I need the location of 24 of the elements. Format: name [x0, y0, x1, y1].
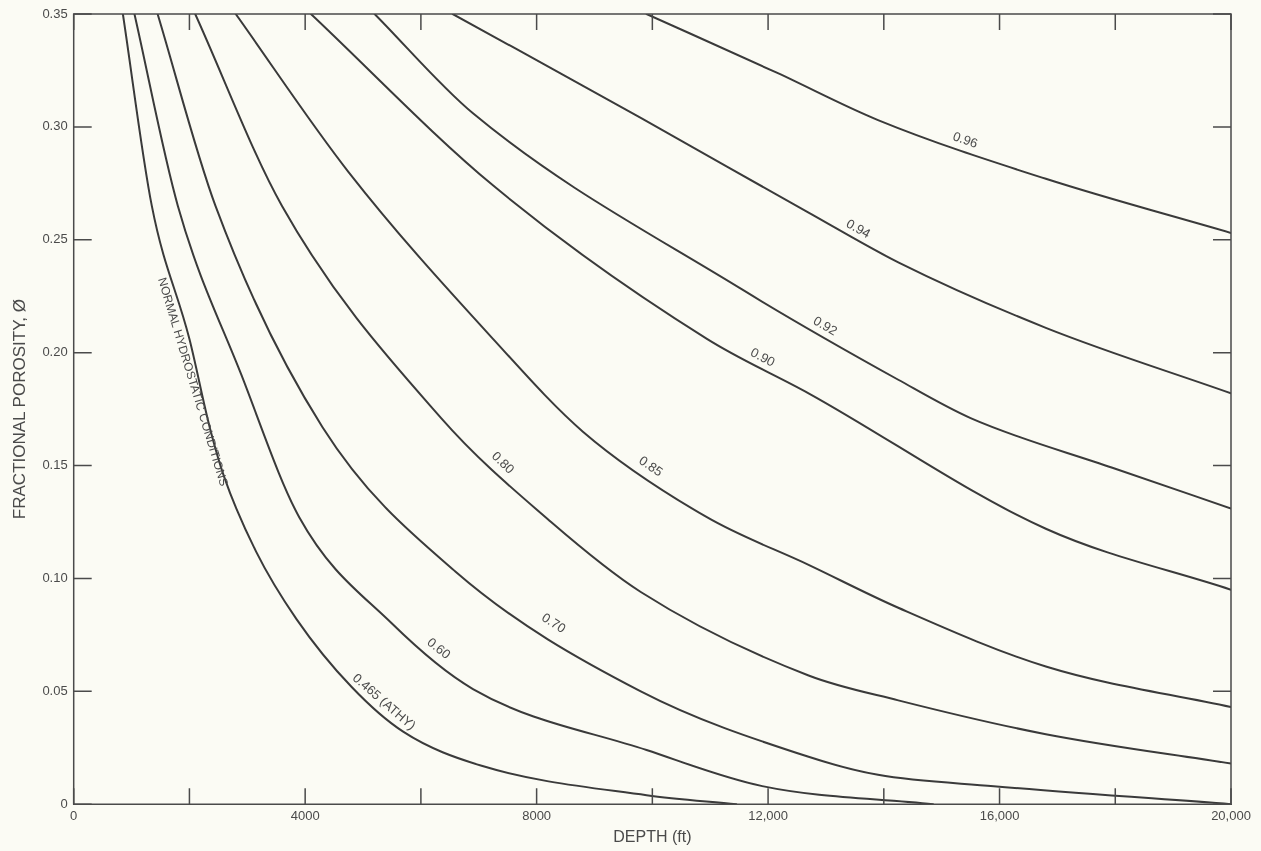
text: 0.60 — [424, 634, 454, 662]
text: 0.70 — [539, 609, 569, 636]
x-tick-label: 16,000 — [979, 807, 1020, 823]
y-tick-label: 0.05 — [42, 682, 68, 698]
x-tick-label: 0 — [70, 807, 78, 823]
y-tick-label: 0.20 — [42, 344, 68, 360]
x-tick-label: 4000 — [290, 807, 320, 823]
y-tick-label: 0.15 — [42, 457, 68, 473]
x-tick-label: 12,000 — [748, 807, 788, 823]
y-axis-title: FRACTIONAL POROSITY, Ø — [9, 299, 29, 520]
y-tick-label: 0.25 — [42, 231, 68, 247]
x-axis-title: DEPTH (ft) — [613, 827, 692, 845]
text: 0.85 — [636, 452, 666, 480]
text: 0.92 — [810, 312, 841, 339]
y-tick-label: 0.30 — [42, 118, 68, 134]
text: 0.94 — [843, 215, 874, 242]
x-tick-label: 8000 — [522, 807, 552, 823]
y-tick-label: 0.35 — [42, 5, 68, 21]
y-tick-label: 0 — [60, 795, 68, 811]
text: 0.90 — [748, 344, 778, 370]
text: 0.96 — [950, 128, 980, 151]
x-tick-label: 20,000 — [1211, 807, 1251, 823]
text: 0.80 — [488, 448, 518, 477]
y-tick-label: 0.10 — [42, 570, 68, 586]
